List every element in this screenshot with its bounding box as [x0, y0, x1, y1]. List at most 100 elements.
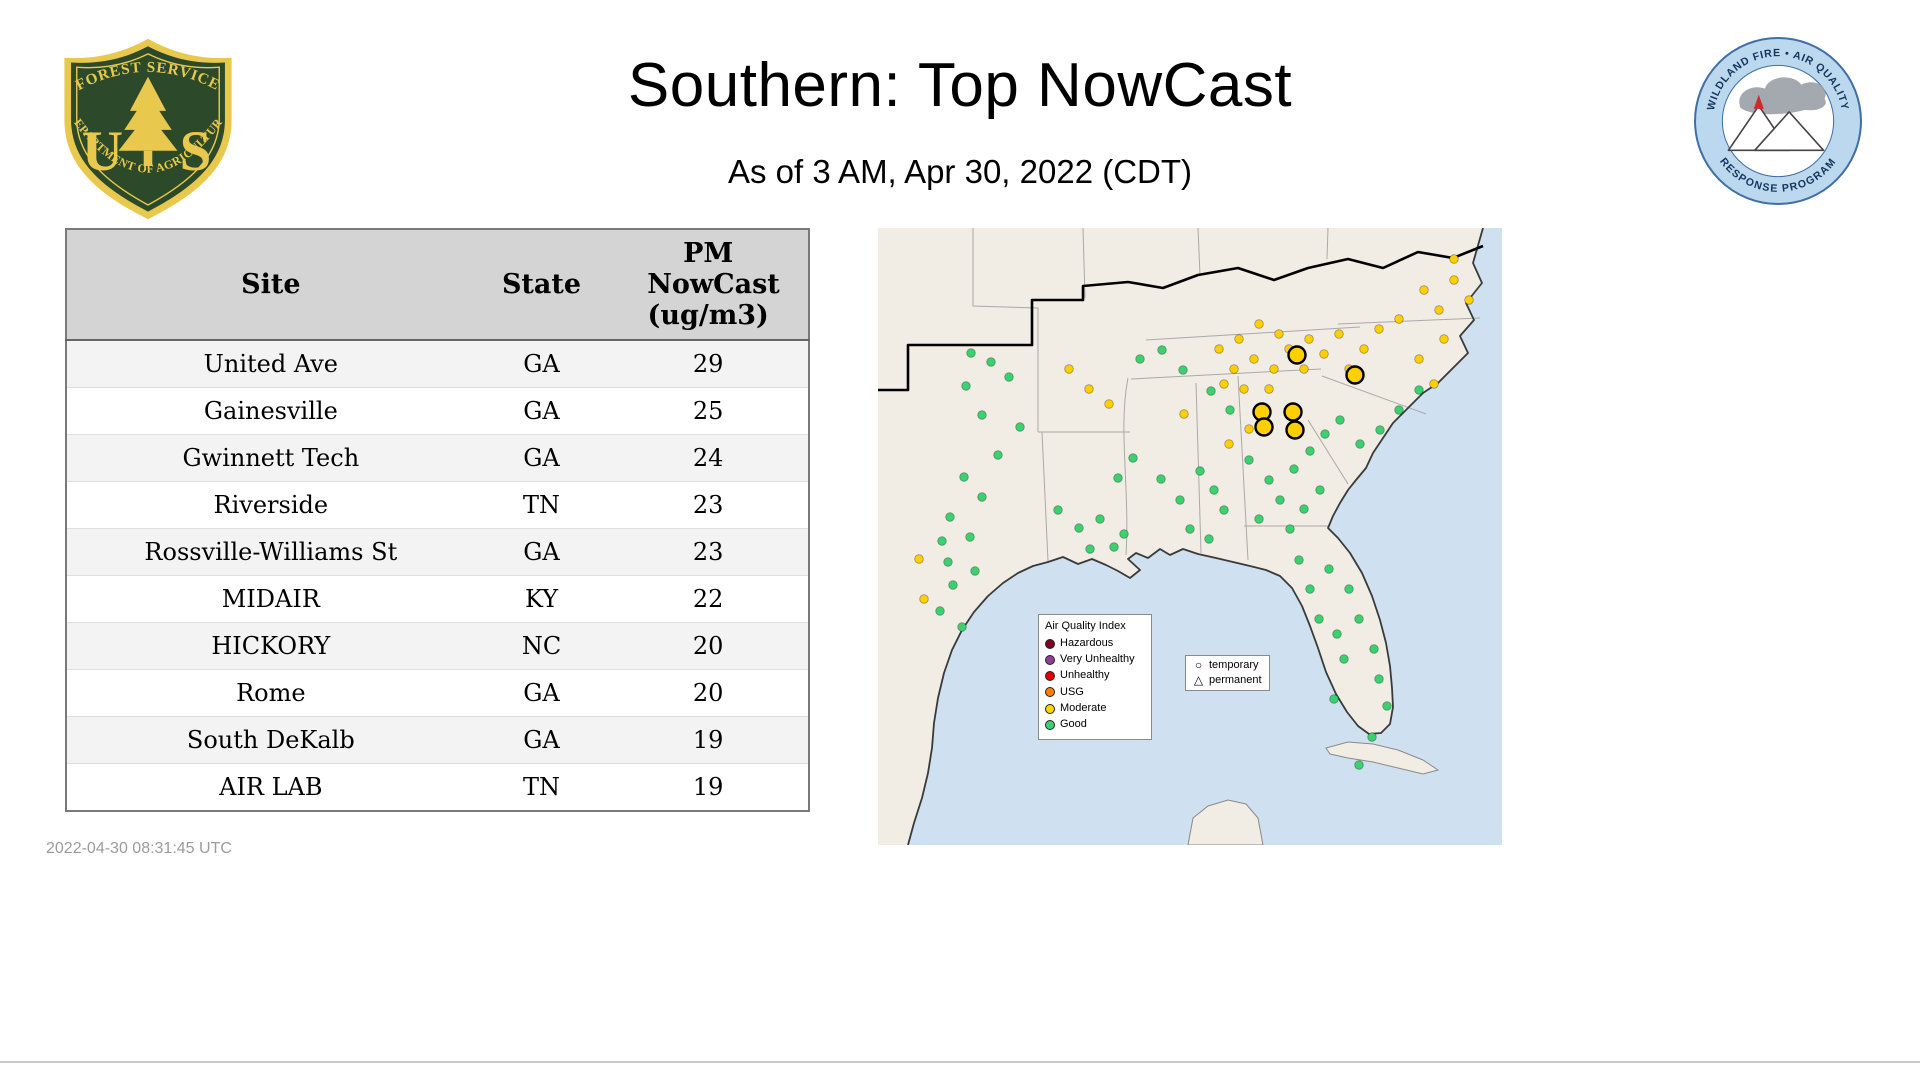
monitor-dot-good [957, 622, 967, 632]
table-row: MIDAIR KY 22 [66, 575, 809, 623]
value-cell: 24 [608, 434, 809, 482]
monitor-dot-good [1355, 439, 1365, 449]
table-row: HICKORY NC 20 [66, 622, 809, 670]
monitor-dot-good [1015, 422, 1025, 432]
monitor-dot-moderate [1394, 314, 1404, 324]
coastline [907, 228, 1484, 845]
monitor-dot-moderate [1219, 379, 1229, 389]
top-site-marker [1287, 345, 1307, 365]
monitor-dot-good [1344, 584, 1354, 594]
marker-legend-label: temporary [1209, 659, 1259, 671]
shield-pinstripe [76, 53, 220, 206]
site-cell: Riverside [66, 481, 475, 529]
monitor-dot-moderate [1319, 349, 1329, 359]
site-cell: Gainesville [66, 387, 475, 435]
monitor-dot-moderate [1419, 285, 1429, 295]
state-cell: GA [474, 716, 609, 764]
monitor-dot-good [1209, 485, 1219, 495]
value-cell: 29 [608, 339, 809, 388]
monitor-dot-good [1299, 504, 1309, 514]
monitor-dot-moderate [1264, 384, 1274, 394]
temporary-marker-icon: ○ [1194, 658, 1203, 673]
legend-label: Moderate [1060, 701, 1107, 714]
monitor-dot-moderate [1434, 305, 1444, 315]
monitor-dot-good [1332, 629, 1342, 639]
monitor-dot-good [948, 580, 958, 590]
site-cell: Gwinnett Tech [66, 434, 475, 482]
table-row: South DeKalb GA 19 [66, 716, 809, 764]
monitor-dot-good [1315, 485, 1325, 495]
legend-label: Hazardous [1060, 636, 1114, 649]
value-cell: 19 [608, 716, 809, 764]
marker-legend-label: permanent [1209, 673, 1262, 686]
monitor-dot-good [966, 348, 976, 358]
monitor-dot-moderate [1229, 364, 1239, 374]
legend-label: Unhealthy [1060, 669, 1110, 682]
monitor-dot-good [1204, 534, 1214, 544]
state-cell: GA [474, 387, 609, 435]
monitor-dot-good [1367, 732, 1377, 742]
table-row: Rossville-Williams St GA 23 [66, 528, 809, 576]
legend-swatch-icon [1045, 654, 1055, 665]
monitor-dot-good [1157, 345, 1167, 355]
legend-item: USG [1045, 686, 1145, 700]
site-cell: Rossville-Williams St [66, 528, 475, 576]
monitor-dot-good [1264, 475, 1274, 485]
monitor-dot-moderate [1269, 364, 1279, 374]
state-cell: GA [474, 434, 609, 482]
monitor-dot-moderate [1084, 384, 1094, 394]
monitor-dot-moderate [1239, 384, 1249, 394]
monitor-dot-good [1004, 372, 1014, 382]
forest-service-logo: FOREST SERVICE U S DEPARTMENT OF AGRICUL… [48, 33, 232, 220]
monitor-dot-good [1382, 701, 1392, 711]
monitor-dot-good [1369, 644, 1379, 654]
monitor-dot-good [1254, 514, 1264, 524]
value-cell: 19 [608, 763, 809, 811]
monitor-dot-good [1414, 385, 1424, 395]
monitor-dot-good [945, 512, 955, 522]
monitor-dot-moderate [1359, 344, 1369, 354]
region-boundary [878, 244, 1484, 392]
monitor-dots-layer [914, 254, 1474, 770]
column-header-pm: PM NowCast (ug/m3) [608, 229, 809, 341]
site-cell: Rome [66, 669, 475, 717]
legend-swatch-icon [1045, 638, 1055, 649]
top-site-marker [1283, 402, 1303, 422]
column-header-state: State [474, 229, 609, 341]
mountains-icon [1727, 105, 1825, 152]
monitor-dot-moderate [1179, 409, 1189, 419]
site-cell: AIR LAB [66, 763, 475, 811]
monitor-dot-moderate [1334, 329, 1344, 339]
marker-legend-item: ○ temporary [1193, 658, 1262, 673]
airfire-program-logo: WILDLAND FIRE • AIR QUALITY RESPONSE PRO… [1694, 37, 1862, 205]
legend-item: Unhealthy [1045, 669, 1145, 683]
aqi-legend-items: Hazardous Very Unhealthy Unhealthy USG Moder… [1045, 637, 1145, 732]
monitor-dot-good [943, 557, 953, 567]
monitor-dot-moderate [1244, 424, 1254, 434]
monitor-dot-good [1109, 542, 1119, 552]
monitor-dot-good [1053, 505, 1063, 515]
site-cell: HICKORY [66, 622, 475, 670]
monitor-dot-moderate [1249, 354, 1259, 364]
monitor-dot-moderate [1374, 324, 1384, 334]
value-cell: 20 [608, 622, 809, 670]
monitor-dot-moderate [1299, 364, 1309, 374]
monitor-dot-moderate [919, 594, 929, 604]
monitor-dot-good [1206, 386, 1216, 396]
monitor-dot-good [961, 381, 971, 391]
page-title: Southern: Top NowCast [627, 51, 1293, 120]
state-cell: KY [474, 575, 609, 623]
column-header-site: Site [66, 229, 475, 341]
highlighted-monitors-layer [1252, 345, 1365, 440]
monitor-dot-good [1375, 425, 1385, 435]
page-subtitle: As of 3 AM, Apr 30, 2022 (CDT) [727, 153, 1193, 190]
legend-swatch-icon [1045, 703, 1055, 714]
monitor-dot-good [1185, 524, 1195, 534]
state-cell: GA [474, 339, 609, 388]
monitor-dot-good [977, 492, 987, 502]
monitor-dot-good [1374, 674, 1384, 684]
monitor-dot-good [1244, 455, 1254, 465]
state-cell: GA [474, 669, 609, 717]
table-row: Gwinnett Tech GA 24 [66, 434, 809, 482]
